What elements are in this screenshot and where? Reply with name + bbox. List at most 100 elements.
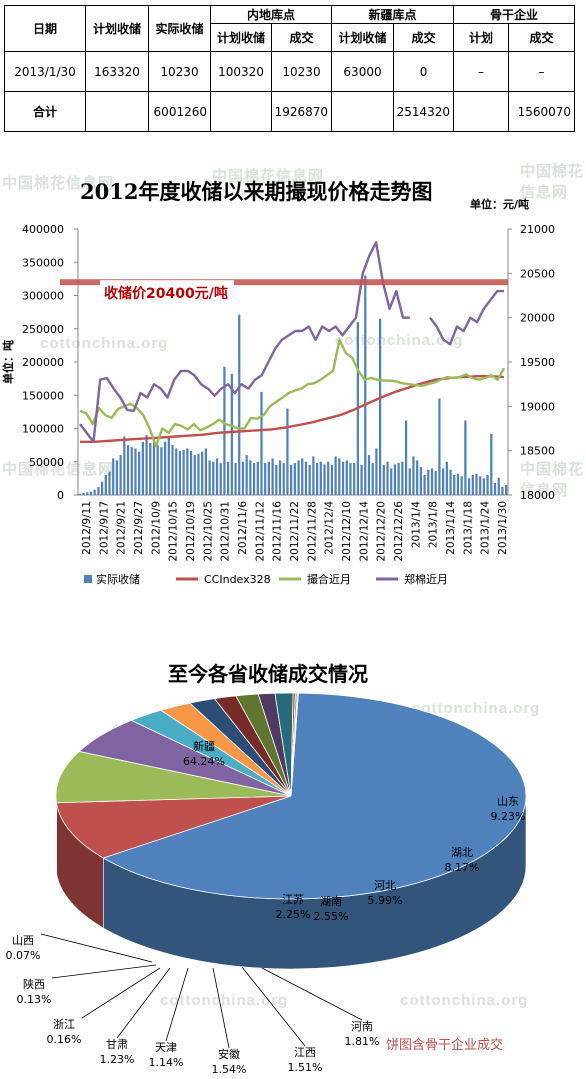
y-tick-label: 250000 xyxy=(22,323,64,336)
subheader: 成交 xyxy=(270,23,333,52)
bar xyxy=(467,478,471,495)
y2-tick-label: 20000 xyxy=(520,312,555,325)
bar xyxy=(490,433,493,495)
header-xinjiang: 新疆库点 xyxy=(331,5,455,24)
slice-percent: 5.99% xyxy=(368,894,403,907)
series-line-spot xyxy=(79,338,506,448)
bar xyxy=(152,438,156,495)
bar xyxy=(138,451,141,495)
subheader: 计划 xyxy=(453,23,510,52)
bar xyxy=(186,448,189,495)
pie-note: 饼图含骨干企业成交 xyxy=(386,1038,504,1053)
bar xyxy=(497,477,500,495)
table-cell: 63000 xyxy=(331,51,395,92)
x-tick-label: 2013/1/30 xyxy=(497,501,509,555)
table-cell: 2514320 xyxy=(393,91,455,132)
bar xyxy=(175,448,178,495)
bar xyxy=(438,398,441,495)
bar xyxy=(156,445,159,495)
x-tick-label: 2012/10/9 xyxy=(150,501,162,555)
slice-percent: 1.81% xyxy=(345,1035,380,1048)
bar xyxy=(453,475,456,495)
bar xyxy=(379,318,382,495)
bar xyxy=(464,420,467,495)
chart2-title: 至今各省收储成交情况 xyxy=(168,662,368,686)
bar xyxy=(338,458,341,495)
table-cell xyxy=(453,91,510,132)
x-tick-label: 2012/10/31 xyxy=(220,501,232,562)
table-cell: 1926870 xyxy=(270,91,333,132)
y2-tick-label: 21000 xyxy=(520,223,555,236)
x-tick-label: 2013/1/8 xyxy=(428,501,440,548)
subheader: 计划收储 xyxy=(331,23,395,52)
bar xyxy=(182,449,185,495)
y-tick-label: 100000 xyxy=(22,423,64,436)
x-tick-label: 2012/10/15 xyxy=(168,501,180,562)
price-trend-chart: 0 50000 100000 150000 200000 250000 300000 3500… xyxy=(1,223,555,586)
legend-swatch xyxy=(84,575,92,583)
series-line-zhengzhou xyxy=(79,241,504,443)
leader-line xyxy=(81,967,161,1019)
bar xyxy=(404,420,408,495)
bar xyxy=(141,441,144,495)
slice-label: 浙江 xyxy=(53,1018,75,1031)
pie-slice xyxy=(102,692,527,900)
x-tick-label: 2013/1/24 xyxy=(480,501,492,555)
bar xyxy=(275,465,278,495)
bar xyxy=(475,473,478,495)
bar xyxy=(145,435,148,495)
bar xyxy=(349,463,352,495)
bar xyxy=(341,461,345,495)
bar xyxy=(386,461,389,495)
bar xyxy=(479,476,482,495)
slice-percent: 0.16% xyxy=(47,1033,82,1046)
bar xyxy=(367,455,371,495)
bar xyxy=(286,408,289,495)
bar xyxy=(86,492,89,495)
bar xyxy=(412,456,415,495)
x-tick-label: 2012/9/27 xyxy=(133,501,145,555)
x-tick-label: 2012/10/19 xyxy=(185,501,197,562)
y-tick-label: 350000 xyxy=(22,256,64,269)
x-tick-label: 2012/9/11 xyxy=(81,501,93,555)
bar xyxy=(301,458,304,495)
pie-slice xyxy=(55,750,292,804)
bar xyxy=(416,460,419,495)
bar xyxy=(223,366,226,495)
bar xyxy=(178,451,182,495)
header-planned: 计划收储 xyxy=(85,5,149,52)
y-tick-label: 50000 xyxy=(29,456,64,469)
bar xyxy=(375,448,378,495)
bar xyxy=(493,483,497,495)
slice-percent: 1.14% xyxy=(149,1056,184,1069)
legend-label: CCIndex328 xyxy=(204,573,271,586)
x-tick-label: 2013/1/14 xyxy=(445,501,457,555)
x-tick-label: 2012/11/28 xyxy=(306,501,318,562)
bar xyxy=(78,493,81,495)
table-cell: 合计 xyxy=(4,91,86,132)
y2-tick-label: 18000 xyxy=(520,489,555,502)
bar xyxy=(408,468,411,495)
bar xyxy=(353,463,356,495)
y-tick-label: 200000 xyxy=(22,356,64,369)
storage-table: 日期 计划收储 实际收储 内地库点 新疆库点 骨干企业 计划收储 成交 计划收储… xyxy=(4,5,576,132)
bar xyxy=(204,448,207,495)
y2-tick-label: 20500 xyxy=(520,267,555,280)
bar xyxy=(252,463,256,495)
reference-label-bg xyxy=(100,280,234,305)
bar xyxy=(427,469,430,495)
bar xyxy=(112,458,115,495)
bar xyxy=(278,460,282,495)
bar xyxy=(282,463,285,495)
bar xyxy=(423,475,426,495)
leader-line xyxy=(116,967,171,1039)
table-cell: 10230 xyxy=(148,51,211,92)
bar xyxy=(304,461,308,495)
slice-percent: 1.51% xyxy=(288,1061,323,1074)
bar xyxy=(241,461,245,495)
slice-label: 甘肃 xyxy=(106,1038,128,1051)
slice-percent: 9.23% xyxy=(491,810,526,823)
x-tick-label: 2012/12/4 xyxy=(324,501,336,555)
header-inland: 内地库点 xyxy=(209,5,333,24)
y-tick-label: 400000 xyxy=(22,223,64,236)
